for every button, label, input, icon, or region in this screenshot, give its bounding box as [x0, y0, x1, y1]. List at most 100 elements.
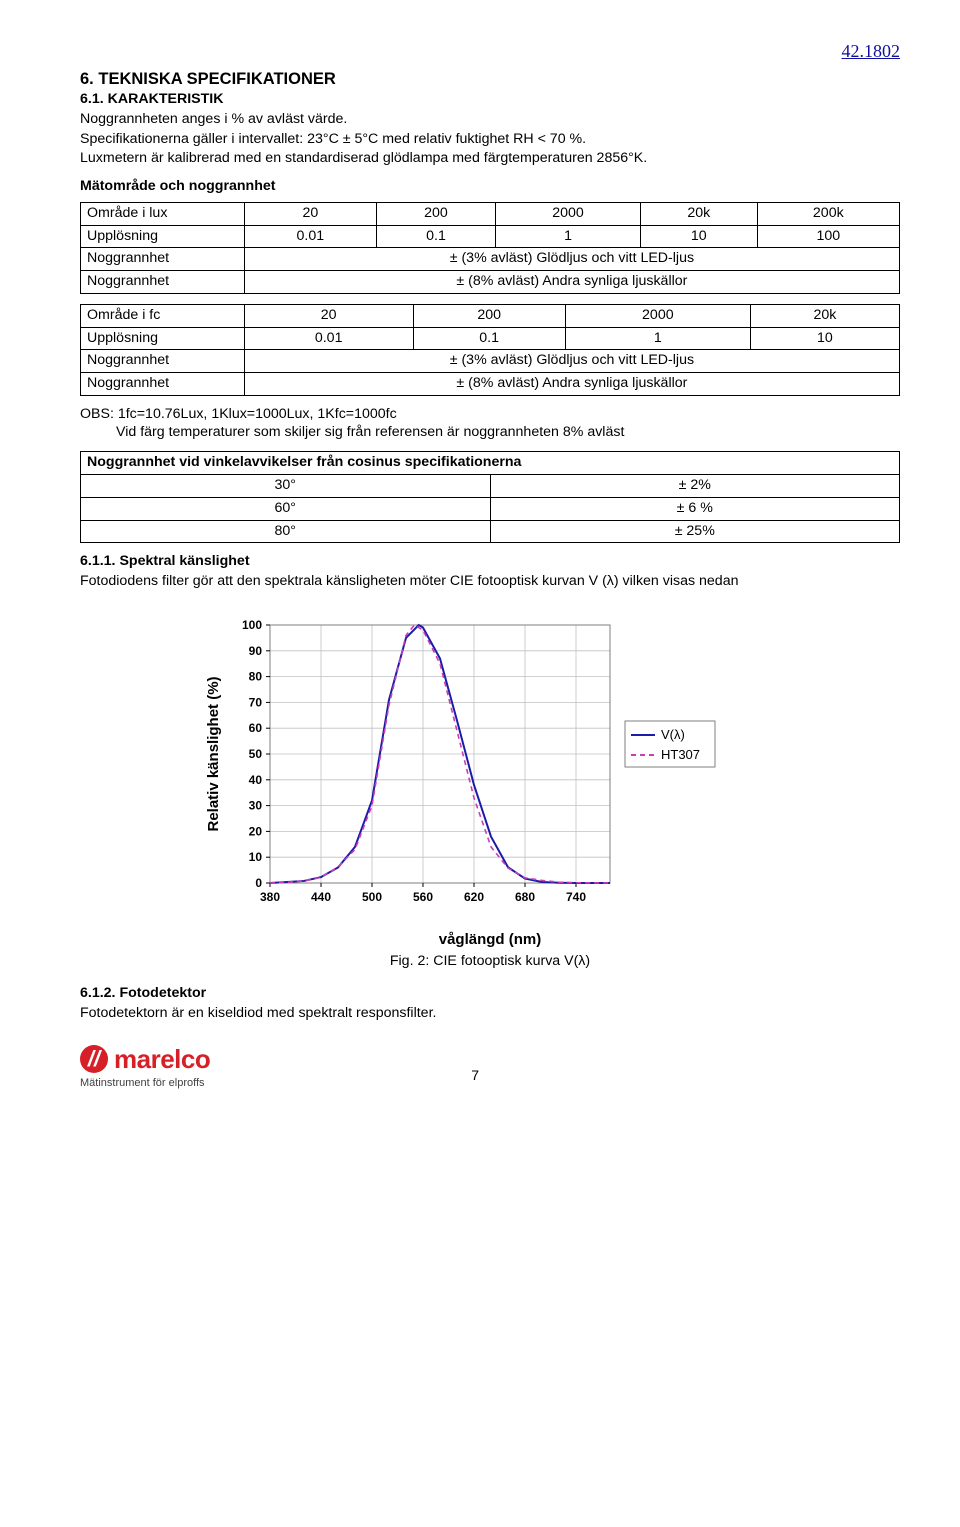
subsection-6-1-heading: 6.1. KARAKTERISTIK — [80, 91, 900, 109]
svg-text:20: 20 — [249, 824, 263, 838]
svg-text:100: 100 — [242, 618, 262, 632]
cell: 0.01 — [244, 327, 413, 350]
table-row: 30° ± 2% — [81, 475, 900, 498]
svg-text:380: 380 — [260, 890, 280, 904]
subsection-title: Fotodetektor — [119, 985, 206, 1001]
cell: 200k — [757, 202, 899, 225]
figure-caption: Fig. 2: CIE fotooptisk kurva V(λ) — [80, 953, 900, 971]
cell-label: Noggrannhet — [81, 248, 245, 271]
obs-line1: OBS: 1fc=10.76Lux, 1Klux=1000Lux, 1Kfc=1… — [80, 406, 900, 424]
page-number: 7 — [210, 1067, 740, 1085]
cell: 2000 — [565, 304, 750, 327]
cell: ± (3% avläst) Glödljus och vitt LED-ljus — [244, 350, 899, 373]
header-code: 42.1802 — [80, 40, 900, 63]
subsection-6-1-1-heading: 6.1.1. Spektral känslighet — [80, 553, 900, 571]
cell: 1 — [496, 225, 641, 248]
table-row: Upplösning 0.01 0.1 1 10 — [81, 327, 900, 350]
svg-text:440: 440 — [311, 890, 331, 904]
subsection-number: 6.1. — [80, 91, 104, 107]
subsection-6-1-2-heading: 6.1.2. Fotodetektor — [80, 985, 900, 1003]
chart-svg: 0102030405060708090100380440500560620680… — [200, 611, 720, 911]
cell-label: Upplösning — [81, 225, 245, 248]
svg-text:740: 740 — [566, 890, 586, 904]
cell-label: Noggrannhet — [81, 271, 245, 294]
cell: 100 — [757, 225, 899, 248]
subsection-title: KARAKTERISTIK — [108, 91, 224, 107]
table-row: Område i fc 20 200 2000 20k — [81, 304, 900, 327]
table-row: Noggrannhet ± (3% avläst) Glödljus och v… — [81, 350, 900, 373]
cell: 20 — [244, 304, 413, 327]
cell: ± 2% — [490, 475, 900, 498]
cell: 200 — [376, 202, 495, 225]
cell: ± 6 % — [490, 497, 900, 520]
cell: 0.1 — [376, 225, 495, 248]
logo-tagline: Mätinstrument för elproffs — [80, 1077, 205, 1091]
cell: 30° — [81, 475, 491, 498]
svg-text:0: 0 — [255, 876, 262, 890]
para-6-1-a: Noggrannheten anges i % av avläst värde. — [80, 111, 900, 129]
svg-text:70: 70 — [249, 695, 263, 709]
cell: 200 — [413, 304, 565, 327]
cell: 1 — [565, 327, 750, 350]
table1-title: Mätområde och noggrannhet — [80, 178, 900, 196]
table-row: Noggrannhet ± (8% avläst) Andra synliga … — [81, 271, 900, 294]
table-row: Noggrannhet vid vinkelavvikelser från co… — [81, 452, 900, 475]
subsection-title: Spektral känslighet — [119, 553, 249, 569]
svg-text:560: 560 — [413, 890, 433, 904]
para-6-1-c: Luxmetern är kalibrerad med en standardi… — [80, 150, 900, 168]
cell: 2000 — [496, 202, 641, 225]
cosine-header: Noggrannhet vid vinkelavvikelser från co… — [81, 452, 900, 475]
logo-name: marelco — [114, 1043, 210, 1076]
cell: ± 25% — [490, 520, 900, 543]
table-cosine: Noggrannhet vid vinkelavvikelser från co… — [80, 451, 900, 543]
logo-icon: // — [80, 1045, 108, 1073]
cell-label: Område i lux — [81, 202, 245, 225]
cell: 10 — [640, 225, 757, 248]
svg-text:10: 10 — [249, 850, 263, 864]
spectral-chart-container: 0102030405060708090100380440500560620680… — [200, 611, 900, 917]
spectral-chart: 0102030405060708090100380440500560620680… — [200, 611, 720, 917]
svg-text:620: 620 — [464, 890, 484, 904]
cell-label: Noggrannhet — [81, 350, 245, 373]
para-6-1-b: Specifikationerna gäller i intervallet: … — [80, 131, 900, 149]
svg-text:V(λ): V(λ) — [661, 727, 685, 742]
svg-text:90: 90 — [249, 644, 263, 658]
cell: ± (8% avläst) Andra synliga ljuskällor — [244, 373, 899, 396]
svg-text:30: 30 — [249, 798, 263, 812]
para-6-1-1: Fotodiodens filter gör att den spektrala… — [80, 573, 900, 591]
svg-text:680: 680 — [515, 890, 535, 904]
svg-text:Relativ känslighet (%): Relativ känslighet (%) — [205, 676, 222, 831]
obs-line2: Vid färg temperaturer som skiljer sig fr… — [80, 424, 900, 442]
page-footer: // marelco Mätinstrument för elproffs 7 — [80, 1043, 900, 1091]
cell-label: Upplösning — [81, 327, 245, 350]
section-number: 6. — [80, 70, 94, 88]
subsection-number: 6.1.2. — [80, 985, 116, 1001]
table-row: Område i lux 20 200 2000 20k 200k — [81, 202, 900, 225]
table-fc: Område i fc 20 200 2000 20k Upplösning 0… — [80, 304, 900, 396]
cell: ± (8% avläst) Andra synliga ljuskällor — [244, 271, 899, 294]
table-row: Noggrannhet ± (8% avläst) Andra synliga … — [81, 373, 900, 396]
table-row: 60° ± 6 % — [81, 497, 900, 520]
table-row: Noggrannhet ± (3% avläst) Glödljus och v… — [81, 248, 900, 271]
cell: 80° — [81, 520, 491, 543]
cell: 20 — [244, 202, 376, 225]
svg-text:HT307: HT307 — [661, 747, 700, 762]
cell: 0.01 — [244, 225, 376, 248]
svg-text:50: 50 — [249, 747, 263, 761]
subsection-number: 6.1.1. — [80, 553, 116, 569]
cell: ± (3% avläst) Glödljus och vitt LED-ljus — [244, 248, 899, 271]
section-title: TEKNISKA SPECIFIKATIONER — [98, 70, 335, 88]
cell: 20k — [750, 304, 899, 327]
svg-text:60: 60 — [249, 721, 263, 735]
table-row: Upplösning 0.01 0.1 1 10 100 — [81, 225, 900, 248]
cell: 20k — [640, 202, 757, 225]
logo: // marelco Mätinstrument för elproffs — [80, 1043, 210, 1091]
cell-label: Område i fc — [81, 304, 245, 327]
para-6-1-2: Fotodetektorn är en kiseldiod med spektr… — [80, 1005, 900, 1023]
svg-text:40: 40 — [249, 773, 263, 787]
chart-xlabel: våglängd (nm) — [80, 931, 900, 950]
cell: 60° — [81, 497, 491, 520]
svg-text:500: 500 — [362, 890, 382, 904]
cell: 10 — [750, 327, 899, 350]
section-6-heading: 6. TEKNISKA SPECIFIKATIONER — [80, 69, 900, 90]
